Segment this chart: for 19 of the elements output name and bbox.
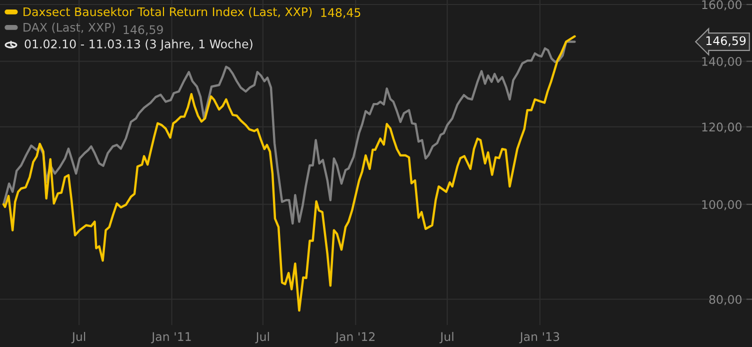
text: 01.02.10 - 11.03.13 (3 Jahre, 1 Woche) bbox=[24, 39, 252, 51]
x-tick-label: Jul bbox=[255, 332, 269, 344]
line-series bbox=[2, 35, 576, 312]
annotation: 148,45 bbox=[321, 8, 360, 18]
x-tick-label: Jul bbox=[440, 332, 454, 344]
y-tick-label: 80,00 bbox=[709, 294, 742, 306]
x-tick-label: Jul bbox=[71, 332, 86, 344]
x-tick-label: Jan '11 bbox=[151, 332, 191, 344]
y-tick-label: 140,00 bbox=[702, 57, 742, 68]
y-tick-label: 100,00 bbox=[702, 200, 742, 210]
x-tick-label: Jan '13 bbox=[519, 332, 560, 344]
y-tick-label: 120,00 bbox=[702, 122, 742, 133]
legend-label: DAX (Last, XXP) bbox=[24, 22, 115, 34]
line-series bbox=[2, 40, 576, 225]
legend-label: Daxsect Bausektor Total Return Index (Last, XXP) bbox=[24, 7, 312, 18]
y-tick-label: 160,00 bbox=[702, 0, 742, 10]
x-tick-label: Jan '12 bbox=[334, 332, 375, 344]
annotation: 146,59 bbox=[124, 25, 163, 36]
annotation: 146,59 bbox=[706, 36, 746, 46]
